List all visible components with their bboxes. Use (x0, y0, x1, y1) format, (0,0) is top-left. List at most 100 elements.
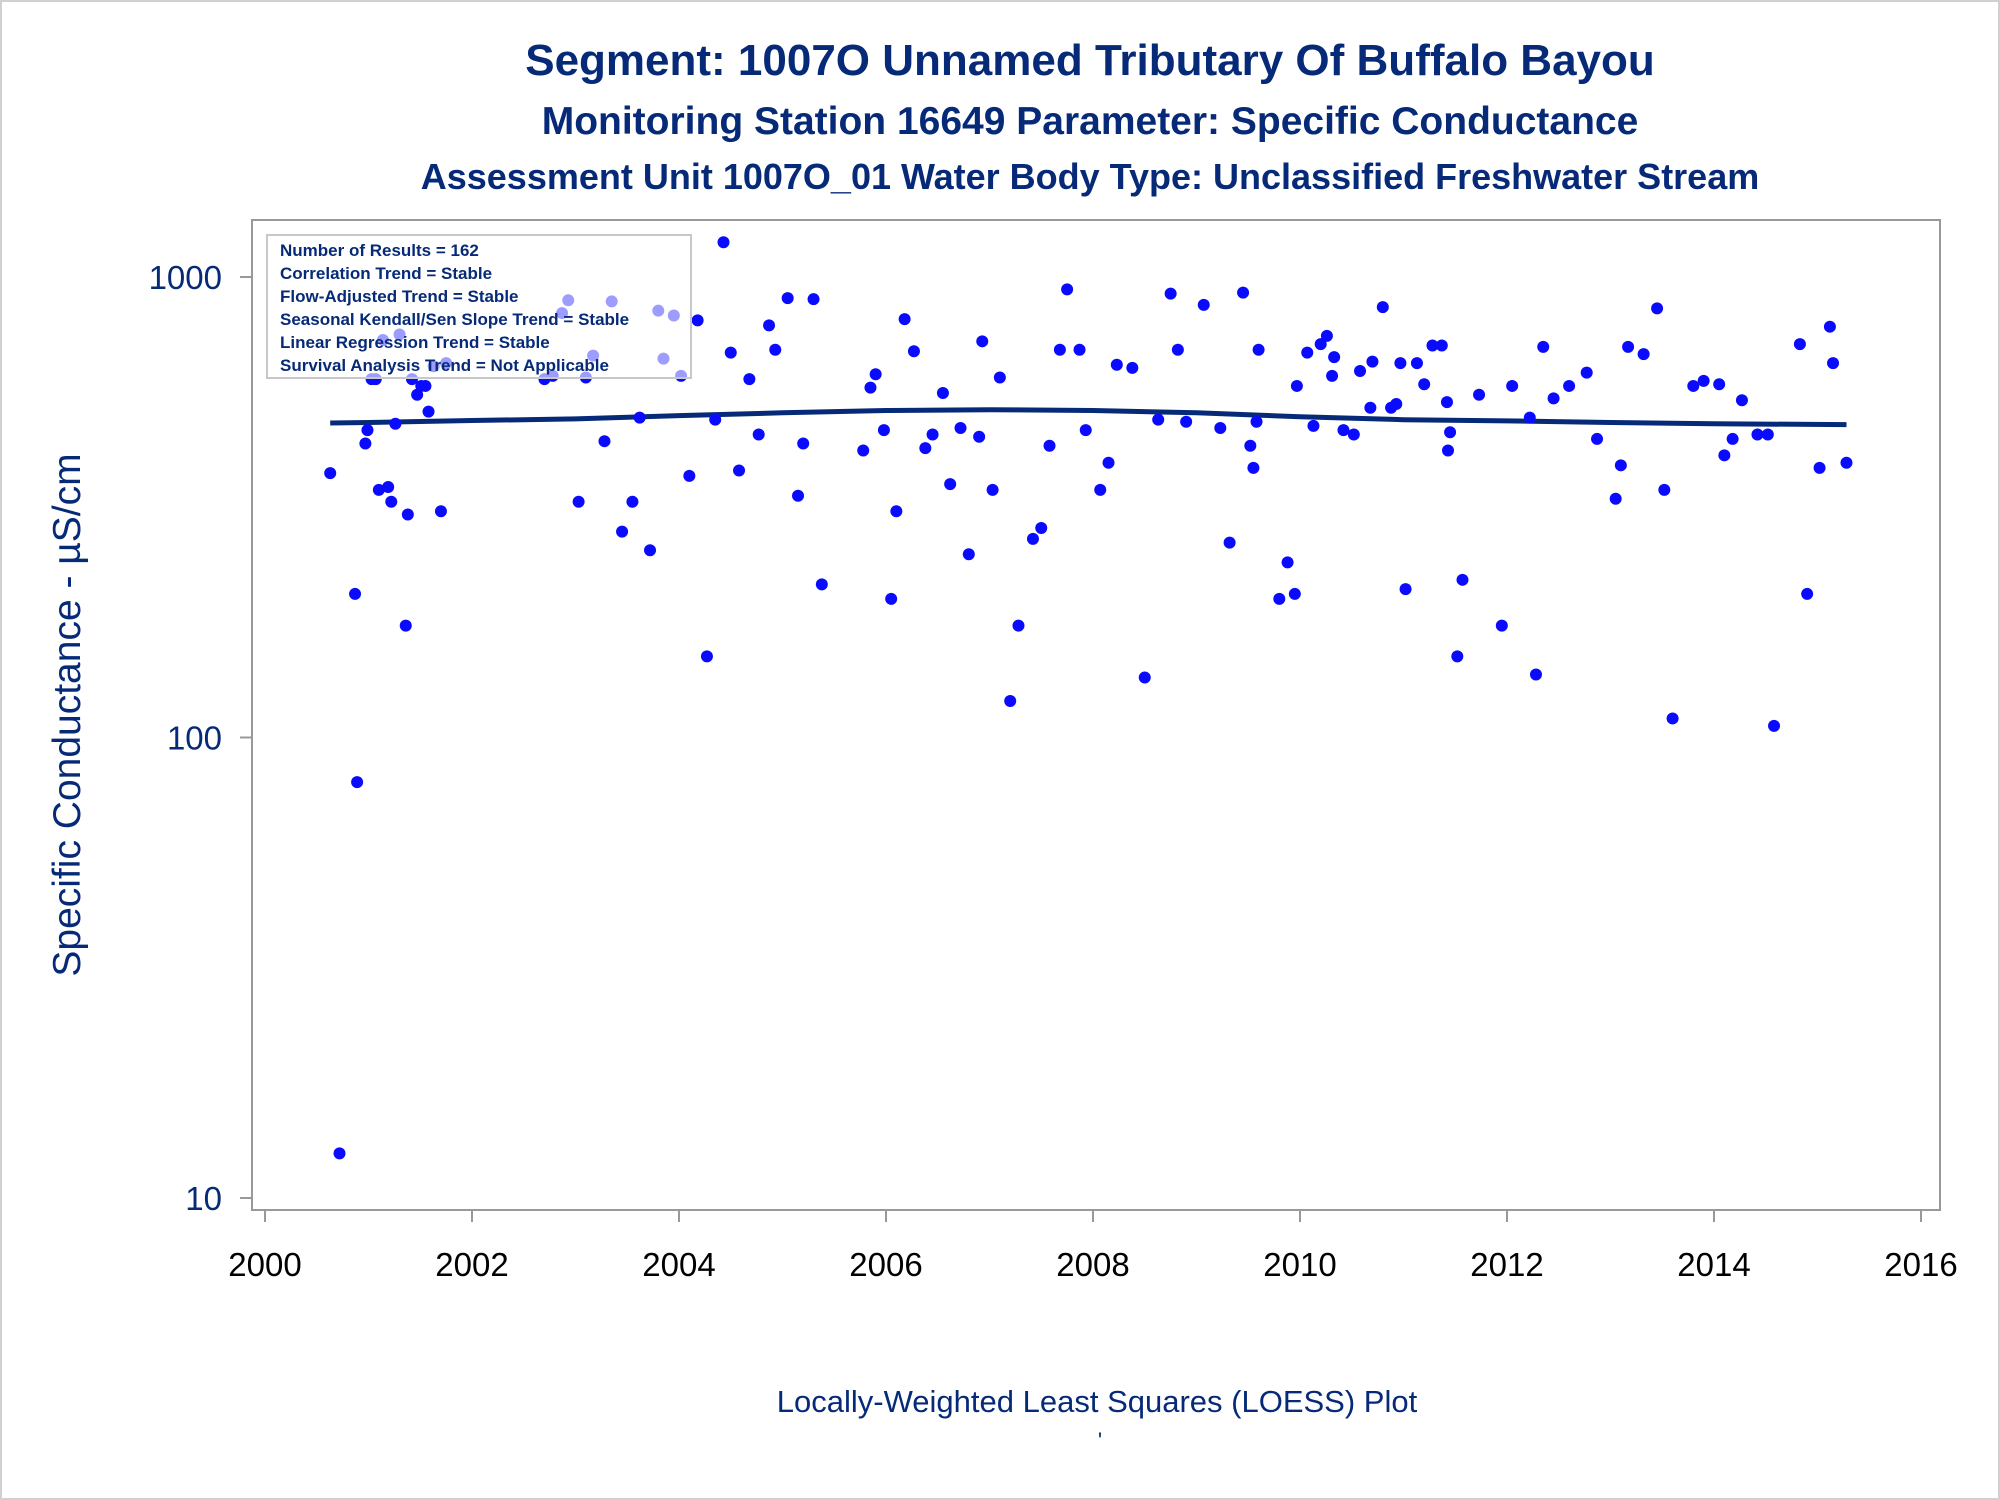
data-point (1366, 355, 1379, 368)
data-point (691, 314, 704, 327)
data-points (324, 236, 1853, 1160)
data-point (1651, 302, 1664, 315)
data-point (907, 345, 920, 358)
data-point (724, 346, 737, 359)
data-point (898, 313, 911, 326)
chart-title: Segment: 1007O Unnamed Tributary Of Buff… (525, 36, 1655, 85)
data-point (626, 495, 639, 508)
data-point (1840, 456, 1853, 469)
data-point (1813, 461, 1826, 474)
data-point (857, 444, 870, 457)
data-point (962, 548, 975, 561)
plot-area (251, 219, 1941, 1211)
data-point (919, 442, 932, 455)
y-axis-label: Specific Conductance - µS/cm (46, 453, 89, 976)
data-point (1301, 346, 1314, 359)
data-point (1529, 668, 1542, 681)
data-point (1440, 396, 1453, 409)
data-point (616, 525, 629, 538)
data-point (1751, 428, 1764, 441)
data-point (890, 505, 903, 518)
data-point (1364, 401, 1377, 414)
data-point (1110, 358, 1123, 371)
data-point (1288, 587, 1301, 600)
data-point (1214, 421, 1227, 434)
data-point (1223, 536, 1236, 549)
data-point (1442, 444, 1455, 457)
x-tick-label: 2014 (1677, 1246, 1750, 1283)
data-point (1326, 369, 1339, 382)
data-point (1435, 339, 1448, 352)
data-point (1473, 388, 1486, 401)
data-point (1053, 343, 1066, 356)
data-point (1761, 428, 1774, 441)
x-tick-label: 2000 (228, 1246, 301, 1283)
data-point (1451, 650, 1464, 663)
data-point (399, 619, 412, 632)
data-point (1735, 394, 1748, 407)
data-point (1252, 343, 1265, 356)
data-point (1426, 339, 1439, 352)
data-point (973, 430, 986, 443)
x-tick-label: 2008 (1056, 1246, 1129, 1283)
data-point (1314, 338, 1327, 351)
data-point (1658, 483, 1671, 496)
data-point (1094, 483, 1107, 496)
data-point (1126, 361, 1139, 374)
data-point (1337, 424, 1350, 437)
data-point (1614, 459, 1627, 472)
data-point (1347, 428, 1360, 441)
data-point (633, 411, 646, 424)
data-point (807, 293, 820, 306)
data-point (1399, 583, 1412, 596)
data-point (1197, 298, 1210, 311)
chart-subtitle-2: Assessment Unit 1007O_01 Water Body Type… (420, 156, 1760, 197)
data-point (1043, 439, 1056, 452)
data-point (769, 343, 782, 356)
data-point (1281, 556, 1294, 569)
data-point (1609, 492, 1622, 505)
data-point (1328, 351, 1341, 364)
data-point (717, 236, 730, 249)
data-point (1456, 573, 1469, 586)
x-tick-label: 2012 (1470, 1246, 1543, 1283)
legend-line-seasonal-kendall: Seasonal Kendall/Sen Slope Trend = Stabl… (280, 310, 629, 329)
data-point (1418, 378, 1431, 391)
data-point (1563, 379, 1576, 392)
legend-line-survival-analysis: Survival Analysis Trend = Not Applicable (280, 356, 609, 375)
data-point (885, 592, 898, 605)
data-point (1250, 415, 1263, 428)
data-point (733, 464, 746, 477)
data-point (1726, 432, 1739, 445)
data-point (1793, 338, 1806, 351)
data-point (1152, 413, 1165, 426)
data-point (1273, 592, 1286, 605)
data-point (1354, 364, 1367, 377)
data-point (598, 435, 611, 448)
data-point (419, 379, 432, 392)
data-point (1697, 374, 1710, 387)
data-point (1666, 712, 1679, 725)
data-point (1410, 357, 1423, 370)
data-point (1713, 378, 1726, 391)
data-point (743, 373, 756, 386)
data-point (351, 776, 364, 789)
data-point (382, 480, 395, 493)
data-point (1061, 283, 1074, 296)
data-point (372, 483, 385, 496)
data-point (333, 1147, 346, 1160)
data-point (324, 467, 337, 480)
data-point (976, 335, 989, 348)
data-point (1390, 397, 1403, 410)
data-point (1073, 343, 1086, 356)
y-tick-label: 1000 (149, 259, 222, 296)
data-point (1495, 619, 1508, 632)
y-axis: 10 100 1000 (149, 259, 252, 1217)
data-point (1376, 301, 1389, 314)
data-point (1164, 287, 1177, 300)
data-point (644, 544, 657, 557)
data-point (792, 489, 805, 502)
chart-subtitle: Monitoring Station 16649 Parameter: Spec… (541, 100, 1639, 143)
data-point (864, 381, 877, 394)
data-point (422, 405, 435, 418)
